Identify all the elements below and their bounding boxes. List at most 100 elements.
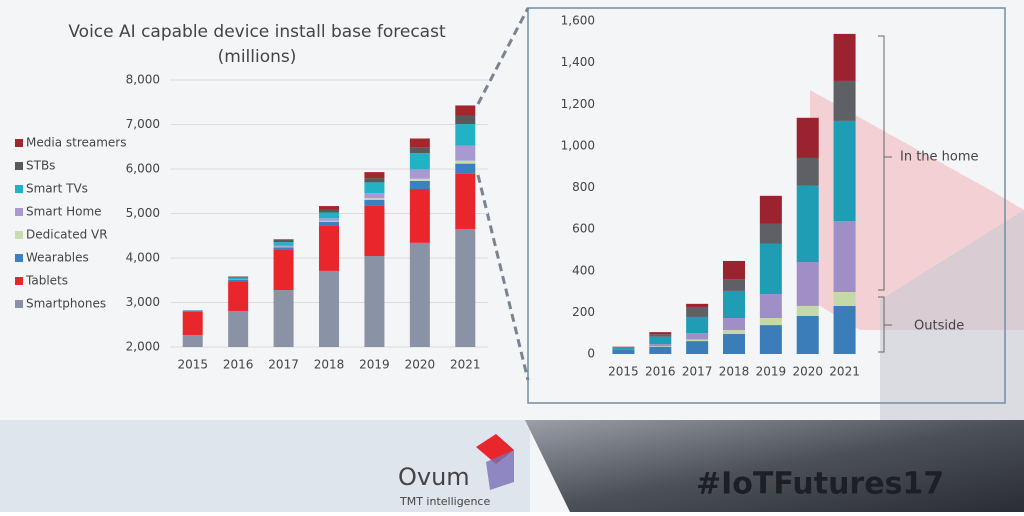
bar-segment: [834, 34, 856, 81]
y-tick-label: 6,000: [126, 162, 160, 176]
bar-segment: [612, 347, 634, 348]
legend-swatch: [15, 254, 23, 262]
legend-swatch: [15, 208, 23, 216]
bar-segment: [319, 210, 339, 213]
bar-segment: [274, 246, 294, 247]
bar-segment: [319, 271, 339, 347]
bar-segment: [760, 294, 782, 318]
y-tick-label: 800: [572, 180, 595, 194]
bar-segment: [228, 311, 248, 347]
bar-segment: [364, 198, 384, 200]
legend-swatch: [15, 300, 23, 308]
y-tick-label: 0: [587, 347, 595, 361]
legend-swatch: [15, 139, 23, 147]
bar-segment: [760, 196, 782, 224]
y-tick-label: 400: [572, 263, 595, 277]
bar-segment: [649, 344, 671, 346]
y-tick-label: 3,000: [126, 295, 160, 309]
bar-segment: [723, 279, 745, 291]
bar-segment: [834, 306, 856, 354]
bar-segment: [410, 243, 430, 347]
bar-segment: [274, 242, 294, 245]
bar-segment: [274, 240, 294, 242]
bar-segment: [410, 139, 430, 148]
bar-segment: [760, 325, 782, 354]
y-tick-label: 5,000: [126, 206, 160, 220]
bar-segment: [612, 350, 634, 354]
bar-segment: [228, 280, 248, 282]
bar-segment: [723, 318, 745, 330]
y-tick-label: 7,000: [126, 117, 160, 131]
bar-segment: [364, 178, 384, 182]
bar-segment: [834, 292, 856, 306]
bar-segment: [649, 332, 671, 334]
bar-segment: [319, 222, 339, 226]
bar-segment: [455, 161, 475, 164]
x-tick-label: 2021: [829, 365, 860, 379]
legend-label: Smart TVs: [26, 182, 88, 196]
bar-segment: [319, 212, 339, 218]
bar-segment: [228, 277, 248, 278]
x-tick-label: 2018: [719, 365, 750, 379]
legend-label: Smartphones: [26, 297, 106, 311]
bar-segment: [410, 189, 430, 243]
bar-segment: [723, 261, 745, 279]
x-tick-label: 2019: [359, 358, 390, 372]
legend-swatch: [15, 277, 23, 285]
bar-segment: [686, 307, 708, 317]
bar-segment: [183, 312, 203, 335]
bar-segment: [797, 262, 819, 306]
bar-segment: [228, 277, 248, 279]
bar-segment: [364, 172, 384, 178]
bar-segment: [319, 226, 339, 271]
bar-segment: [274, 290, 294, 347]
bar-segment: [364, 200, 384, 206]
bar-segment: [797, 158, 819, 186]
bar-segment: [274, 247, 294, 250]
y-tick-label: 1,200: [561, 97, 595, 111]
legend-label: Smart Home: [26, 205, 102, 219]
y-tick-label: 200: [572, 305, 595, 319]
bar-segment: [364, 206, 384, 256]
x-tick-label: 2015: [177, 358, 208, 372]
bar-segment: [649, 346, 671, 347]
bar-segment: [455, 145, 475, 160]
y-tick-label: 1,400: [561, 55, 595, 69]
bar-segment: [797, 306, 819, 316]
x-tick-label: 2020: [792, 365, 823, 379]
bar-segment: [612, 348, 634, 350]
y-tick-label: 1,600: [561, 14, 595, 28]
bar-segment: [834, 221, 856, 292]
x-tick-label: 2016: [645, 365, 676, 379]
annotation: In the home: [900, 150, 979, 165]
bar-segment: [797, 316, 819, 354]
bar-segment: [834, 81, 856, 121]
bar-segment: [455, 174, 475, 229]
logo-text: Ovum: [398, 463, 470, 491]
y-tick-label: 2,000: [126, 340, 160, 354]
bar-segment: [455, 124, 475, 145]
bar-segment: [797, 186, 819, 262]
bar-segment: [410, 147, 430, 153]
x-tick-label: 2021: [450, 358, 481, 372]
bar-segment: [455, 229, 475, 347]
bar-segment: [760, 244, 782, 294]
bar-segment: [183, 335, 203, 347]
bar-segment: [723, 330, 745, 334]
bar-segment: [319, 221, 339, 222]
bar-segment: [723, 334, 745, 354]
bar-segment: [319, 218, 339, 221]
bar-segment: [319, 206, 339, 210]
bar-segment: [686, 333, 708, 339]
bar-segment: [183, 311, 203, 312]
bar-segment: [723, 291, 745, 318]
legend-label: Media streamers: [26, 136, 126, 150]
bar-segment: [410, 169, 430, 178]
y-tick-label: 4,000: [126, 251, 160, 265]
legend-label: Tablets: [25, 274, 68, 288]
bar-segment: [228, 281, 248, 311]
bar-segment: [649, 334, 671, 336]
x-tick-label: 2020: [405, 358, 436, 372]
